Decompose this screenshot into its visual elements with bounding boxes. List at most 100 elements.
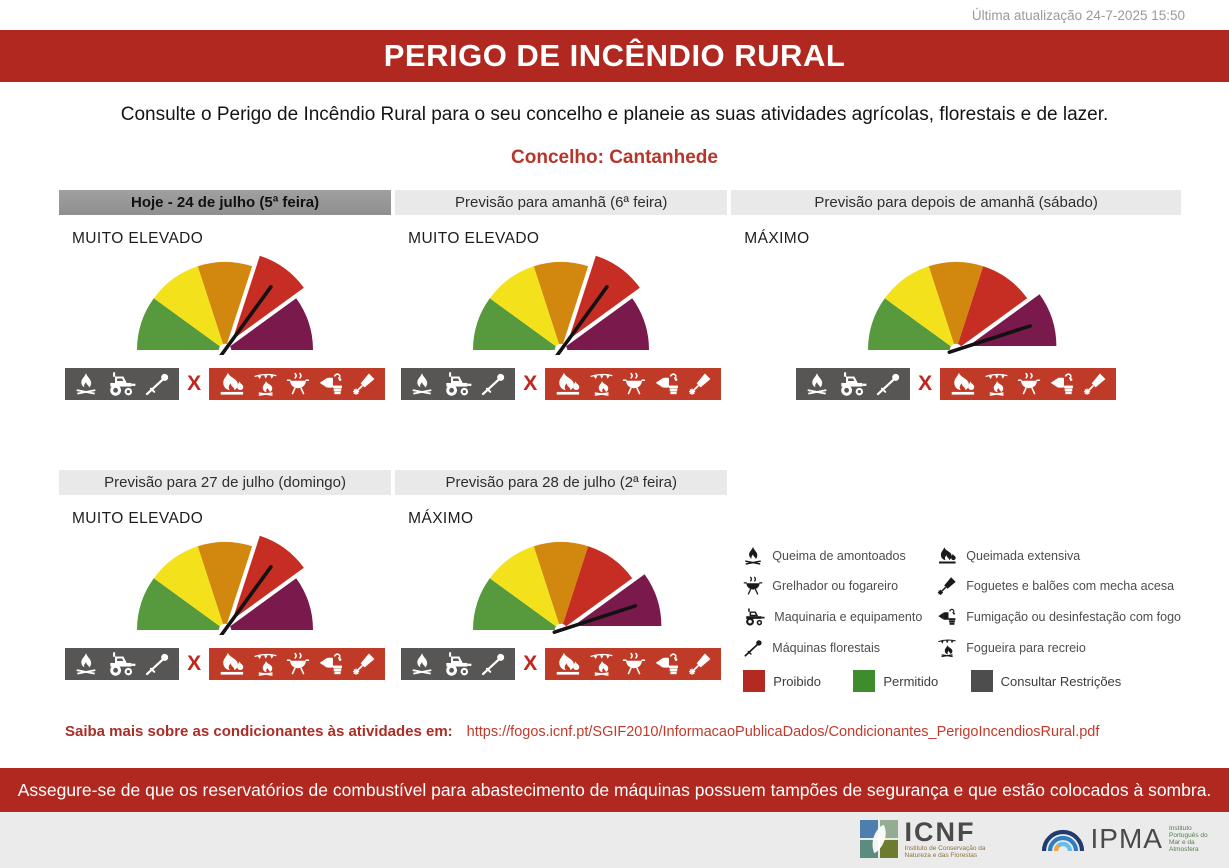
fumigation-icon (1049, 371, 1075, 397)
status-label: Consultar Restrições (1000, 673, 1122, 689)
gauge-segment (197, 542, 253, 630)
gauge-needle (552, 604, 638, 634)
gauge-segment (928, 262, 984, 350)
extensive-burn-icon (937, 546, 957, 566)
rocket-icon (688, 652, 712, 676)
gauge-needle (947, 324, 1033, 354)
legend: Queima de amontoados Queimada extensiva Gr… (731, 470, 1181, 750)
grill-icon (286, 652, 310, 676)
gauge-segment (490, 266, 562, 350)
risk-level-label: MUITO ELEVADO (72, 510, 204, 527)
gauge-segment (225, 578, 314, 630)
extensive-burn-icon (218, 651, 245, 678)
more-info-label: Saiba mais sobre as condicionantes às at… (65, 723, 453, 740)
rocket-icon (352, 372, 376, 396)
risk-gauge (731, 251, 1181, 355)
risk-gauge-svg (137, 535, 314, 635)
rocket-icon (1083, 372, 1107, 396)
legend-item: Fogueira para recreio (937, 638, 1181, 658)
risk-gauge (395, 531, 727, 635)
forecast-panel: Previsão para 28 de julho (2ª feira) MÁXI… (395, 470, 728, 750)
panel-header: Previsão para 27 de julho (domingo) (59, 470, 392, 495)
forecast-panel: Previsão para depois de amanhã (sábado) M… (731, 190, 1181, 470)
legend-status-item: Consultar Restrições (970, 670, 1122, 692)
risk-level-label: MUITO ELEVADO (72, 230, 204, 247)
icnf-subtitle: Instituto de Conservação da Natureza e d… (904, 845, 986, 859)
legend-item: Grelhador ou fogareiro (743, 576, 933, 596)
grill-icon (622, 372, 646, 396)
campfire-icon (410, 652, 434, 676)
prohibited-x-mark: X (187, 372, 202, 395)
prohibited-x-mark: X (523, 372, 538, 395)
bonfire-icon (984, 372, 1009, 397)
legend-item-label: Queima de amontoados (772, 549, 906, 563)
legend-status-item: Proibido (743, 670, 821, 692)
brushcutter-icon (743, 638, 763, 658)
rocket-icon (937, 576, 957, 596)
tractor-icon (106, 369, 136, 399)
status-label: Permitido (883, 673, 939, 689)
prohibited-activities-box (209, 368, 386, 400)
risk-level-label: MUITO ELEVADO (408, 230, 540, 247)
tractor-icon (106, 649, 136, 679)
panel-header: Previsão para depois de amanhã (sábado) (731, 190, 1181, 215)
icnf-square (879, 840, 898, 858)
legend-item: Fumigação ou desinfestação com fogo (937, 606, 1181, 628)
extensive-burn-icon (949, 371, 976, 398)
forecast-grid: Hoje - 24 de julho (5ª feira) MUITO ELEVA… (59, 190, 1181, 750)
legend-item-label: Máquinas florestais (772, 641, 880, 655)
brushcutter-icon (480, 651, 506, 677)
activity-restrictions-strip: X (395, 368, 727, 400)
panel-body: MUITO ELEVADO X (59, 230, 391, 470)
gauge-segment (884, 266, 957, 350)
prohibited-activities-box (545, 368, 722, 400)
risk-gauge-svg (473, 542, 662, 635)
tractor-icon (743, 606, 765, 628)
legend-status-row: Proibido Permitido Consultar Restrições (743, 670, 1121, 692)
grill-icon (622, 652, 646, 676)
gauge-segment (568, 255, 641, 340)
brushcutter-icon (480, 371, 506, 397)
gauge-segment (490, 546, 562, 630)
activity-restrictions-strip: X (59, 368, 391, 400)
fumigation-icon (654, 371, 680, 397)
legend-item: Maquinaria e equipamento (743, 606, 933, 628)
campfire-icon (74, 372, 98, 396)
risk-gauge (59, 251, 391, 355)
legend-items: Queima de amontoados Queimada extensiva Gr… (743, 546, 1181, 658)
tractor-icon (442, 369, 472, 399)
gauge-segment (137, 298, 226, 350)
consult-restrictions-box (796, 368, 911, 400)
leaf-icon (872, 824, 886, 854)
fumigation-icon (318, 371, 344, 397)
gauge-segment (968, 294, 1057, 346)
icnf-square (859, 820, 878, 838)
activity-restrictions-strip: X (395, 648, 727, 680)
concelho-title: Concelho: Cantanhede (511, 147, 718, 168)
prohibited-x-mark: X (918, 372, 933, 395)
gauge-segment (473, 298, 562, 350)
safety-notice-text: Assegure-se de que os reservatórios de c… (17, 779, 1212, 800)
extensive-burn-icon (218, 371, 245, 398)
tractor-icon (837, 369, 867, 399)
legend-item: Máquinas florestais (743, 638, 933, 658)
conditions-pdf-link[interactable]: https://fogos.icnf.pt/SGIF2010/Informaca… (466, 724, 1100, 740)
gauge-segment (561, 546, 633, 630)
bonfire-icon (589, 372, 614, 397)
ipma-name: IPMA (1090, 823, 1163, 854)
forecast-panel: Previsão para 27 de julho (domingo) MUITO… (59, 470, 392, 750)
rocket-icon (352, 652, 376, 676)
legend-item-label: Maquinaria e equipamento (774, 610, 923, 624)
gauge-segment (956, 266, 1028, 350)
panel-body: MÁXIMO X (731, 230, 1181, 470)
risk-gauge (59, 531, 391, 635)
bonfire-icon (937, 638, 957, 658)
status-color-swatch (853, 670, 876, 692)
icnf-logo: ICNF Instituto de Conservação da Naturez… (859, 819, 1013, 859)
gauge-segment (232, 535, 304, 620)
grill-icon (1017, 372, 1041, 396)
brushcutter-icon (875, 371, 901, 397)
consult-restrictions-box (65, 368, 180, 400)
risk-level-label: MÁXIMO (408, 510, 474, 527)
footer-strip: ICNF Instituto de Conservação da Naturez… (0, 812, 1229, 868)
